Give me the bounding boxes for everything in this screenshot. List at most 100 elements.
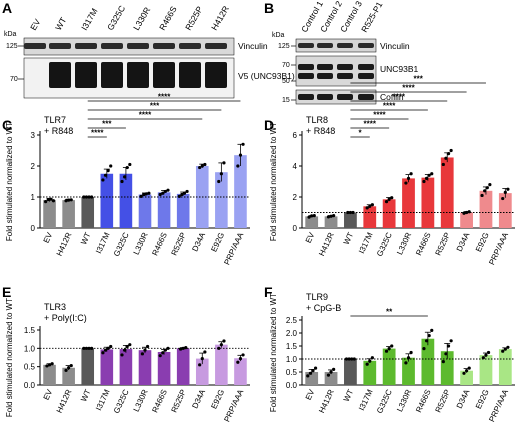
chart-e-point	[123, 348, 127, 352]
chart-c-point	[125, 165, 129, 170]
chart-e-point	[140, 352, 144, 356]
chart-f-point	[406, 356, 411, 360]
vinculin-band-a	[75, 43, 97, 49]
chart-f-point	[427, 334, 431, 338]
blot-a-lane-wt: WT	[53, 16, 68, 32]
unc93b1-band-upper	[337, 64, 353, 70]
blot-a-lane-r525p: R525P	[183, 4, 205, 32]
chart-e-point	[50, 362, 54, 366]
chart-c-bar-prp-aaa	[234, 155, 247, 228]
chart-f-point	[352, 357, 356, 361]
chart-e-point	[103, 348, 108, 352]
chart-d-y-tick-label: 6	[293, 131, 298, 140]
chart-c-x-tick-label: R525P	[169, 231, 187, 257]
chart-e-bar-i317m	[100, 349, 114, 385]
chart-d-y-label: Fold stimulated normalized to WT	[269, 122, 278, 241]
chart-d-bar-l330r	[402, 178, 415, 228]
chart-f-x-tick-label: PRP/AAA	[487, 387, 510, 423]
chart-d-point	[310, 214, 314, 218]
chart-c-point	[163, 189, 167, 194]
chart-c-point	[147, 191, 151, 195]
chart-f-point	[329, 370, 333, 374]
chart-f-point	[449, 339, 453, 343]
panel-a-kda-label: kDa	[4, 31, 17, 38]
chart-e-point	[128, 343, 132, 347]
panel-a: A EV WT I317M G325C L330R R466S R525P H412R kDa…	[2, 0, 295, 99]
chart-e-y-tick-label: 0.5	[24, 363, 36, 372]
chart-c-point	[219, 172, 223, 176]
v5-band	[127, 62, 149, 88]
chart-d-point	[462, 211, 466, 215]
chart-e-point	[101, 351, 105, 355]
unc93b1-band-lower	[317, 73, 333, 79]
chart-d-point	[346, 210, 350, 215]
chart-c-point	[82, 195, 86, 199]
chart-f-bar-g325c	[382, 348, 396, 385]
panel-b-marker-15: 15	[282, 97, 290, 104]
chart-e-x-tick-label: G325C	[112, 388, 131, 415]
vinculin-band-a	[101, 43, 123, 49]
panel-b-marker-50: 50	[282, 78, 290, 85]
chart-c-sig-label: ****	[139, 111, 152, 120]
chart-c-point	[217, 179, 221, 184]
cofilin-band	[317, 94, 333, 100]
chart-d-bar-wt	[344, 212, 357, 228]
chart-d-bar-e92g	[479, 190, 493, 228]
chart-e-x-tick-label: D34A	[190, 387, 207, 410]
chart-e-bar-e92g	[215, 344, 228, 385]
chart-c-title-line: + R848	[44, 126, 73, 136]
cofilin-band	[358, 94, 374, 100]
chart-e-y-tick-label: 1.5	[24, 326, 36, 335]
chart-c-point	[64, 199, 68, 203]
chart-f-point	[430, 328, 434, 332]
vinculin-band-a	[179, 43, 201, 49]
chart-d-point	[370, 203, 374, 207]
chart-f-bar-e92g	[479, 355, 493, 385]
chart-c-x-tick-label: H412R	[55, 231, 74, 258]
chart-c-point	[185, 189, 189, 194]
chart-d-point	[501, 196, 505, 201]
vinculin-band-a	[205, 43, 227, 49]
chart-d-point	[332, 214, 336, 218]
chart-c-point	[46, 197, 50, 202]
chart-c-bar-g325c	[119, 173, 133, 228]
chart-f-point	[368, 359, 372, 363]
chart-e-x-tick-label: L330R	[132, 388, 150, 413]
chart-e-point	[45, 364, 49, 368]
chart-c-bar-wt	[81, 197, 95, 228]
chart-f-point	[404, 361, 408, 365]
chart-c-point	[180, 192, 184, 197]
chart-f-y-tick-label: 1.0	[286, 355, 298, 364]
chart-f-point	[422, 347, 426, 351]
chart-f-point	[344, 357, 349, 361]
v5-band	[179, 62, 201, 88]
chart-d-panel-letter: D	[264, 117, 274, 133]
chart-f-sig-label: **	[386, 308, 393, 317]
chart-d-point	[348, 210, 353, 215]
cofilin-band	[298, 94, 314, 100]
chart-c-point	[84, 195, 89, 199]
panel-a-marker-v5: 70	[10, 76, 18, 83]
chart-c-point	[158, 192, 162, 197]
chart-d-x-tick-label: EV	[304, 230, 317, 244]
chart-e-y-tick-label: 1.0	[24, 344, 36, 353]
chart-f-point	[326, 373, 331, 377]
chart-c-panel-letter: C	[2, 117, 12, 133]
chart-f-point	[313, 366, 318, 370]
chart-c-point	[166, 188, 170, 192]
chart-d-point	[351, 210, 355, 215]
panel-b-marker-vinculin: 125	[278, 43, 290, 50]
v5-band	[101, 62, 123, 88]
chart-e-point	[238, 357, 243, 361]
panel-b-band-unc93b1: UNC93B1	[380, 64, 419, 74]
chart-d-sig-label: ***	[414, 75, 424, 84]
chart-d-point	[312, 214, 316, 218]
chart-c-y-tick-label: 0	[31, 224, 36, 233]
chart-c-x-tick-label: PRP/AAA	[222, 230, 245, 266]
chart-c-sig-label: ****	[91, 129, 104, 138]
chart-f-x-tick-label: R466S	[414, 388, 432, 414]
chart-c-point	[222, 161, 226, 165]
blot-a-lane-ev: EV	[28, 17, 42, 32]
chart-d-point	[488, 183, 492, 187]
chart-d-point	[365, 206, 369, 210]
